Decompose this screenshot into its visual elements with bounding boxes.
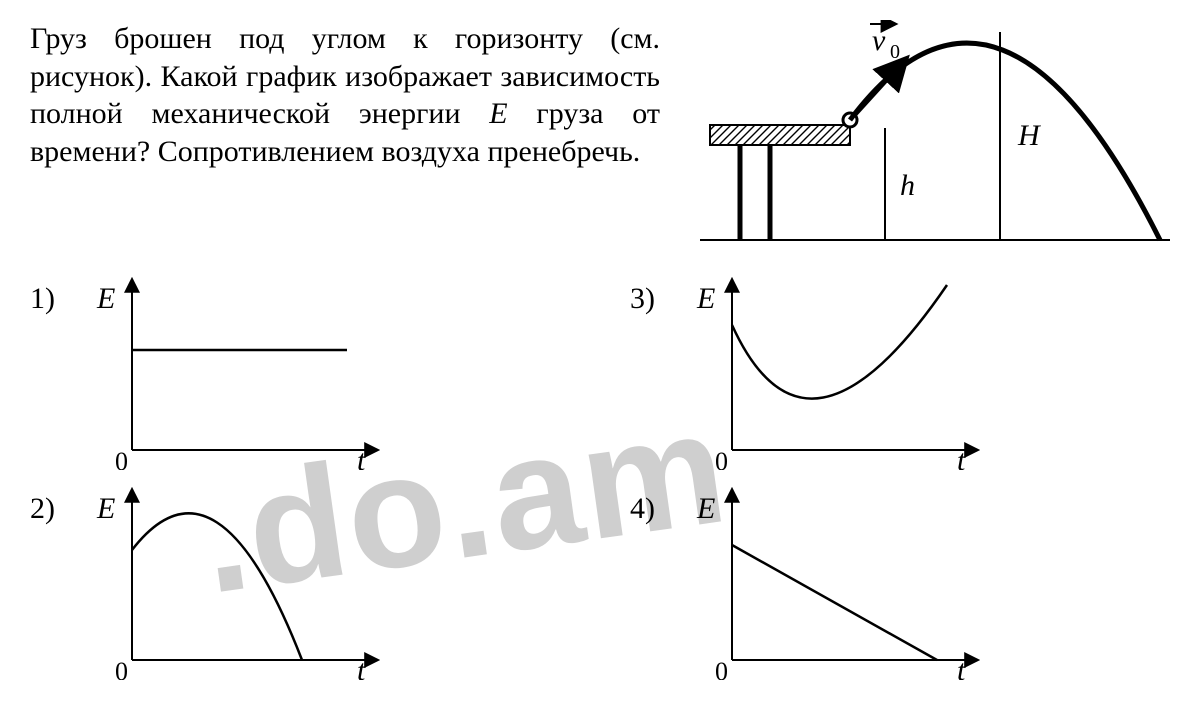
svg-text:t: t (357, 654, 366, 680)
svg-text:E: E (696, 492, 715, 525)
option-1: 1) E 0 t (30, 270, 570, 470)
option-number: 1) (30, 270, 62, 316)
option-2: 2) E 0 t (30, 480, 570, 680)
option-3-chart: E 0 t (677, 270, 997, 470)
question-text: Груз брошен под углом к горизонту (см. р… (30, 20, 660, 170)
option-4-chart: E 0 t (677, 480, 997, 680)
svg-text:0: 0 (115, 657, 128, 680)
svg-text:0: 0 (715, 657, 728, 680)
option-number: 3) (630, 270, 662, 316)
svg-text:E: E (696, 282, 715, 315)
main-trajectory-diagram: v 0 h H (700, 20, 1170, 250)
svg-text:h: h (900, 169, 915, 202)
option-4: 4) E 0 t (630, 480, 1170, 680)
option-3: 3) E 0 t (630, 270, 1170, 470)
option-number: 2) (30, 480, 62, 526)
option-1-chart: E 0 t (77, 270, 397, 470)
svg-text:E: E (96, 282, 115, 315)
options-grid: 1) E 0 t 3) E 0 t (30, 270, 1170, 680)
svg-text:v: v (872, 24, 886, 57)
svg-text:t: t (357, 444, 366, 470)
option-number: 4) (630, 480, 662, 526)
option-2-chart: E 0 t (77, 480, 397, 680)
svg-text:t: t (957, 654, 966, 680)
svg-text:t: t (957, 444, 966, 470)
svg-text:0: 0 (115, 447, 128, 470)
svg-text:0: 0 (890, 41, 900, 63)
svg-text:H: H (1017, 119, 1042, 152)
svg-text:E: E (96, 492, 115, 525)
svg-text:0: 0 (715, 447, 728, 470)
